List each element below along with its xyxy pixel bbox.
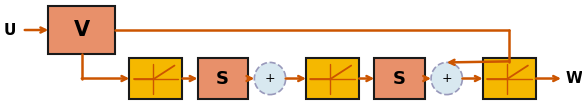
Text: S: S <box>393 70 406 87</box>
FancyBboxPatch shape <box>306 58 359 99</box>
Text: +: + <box>265 72 275 85</box>
Text: V: V <box>74 20 90 40</box>
Text: W: W <box>566 71 582 86</box>
Text: +: + <box>441 72 452 85</box>
Ellipse shape <box>254 62 286 95</box>
FancyBboxPatch shape <box>129 58 182 99</box>
FancyBboxPatch shape <box>48 6 115 54</box>
Ellipse shape <box>431 62 462 95</box>
FancyBboxPatch shape <box>374 58 425 99</box>
FancyBboxPatch shape <box>482 58 536 99</box>
Text: S: S <box>216 70 229 87</box>
FancyBboxPatch shape <box>197 58 248 99</box>
Text: U: U <box>3 22 16 37</box>
